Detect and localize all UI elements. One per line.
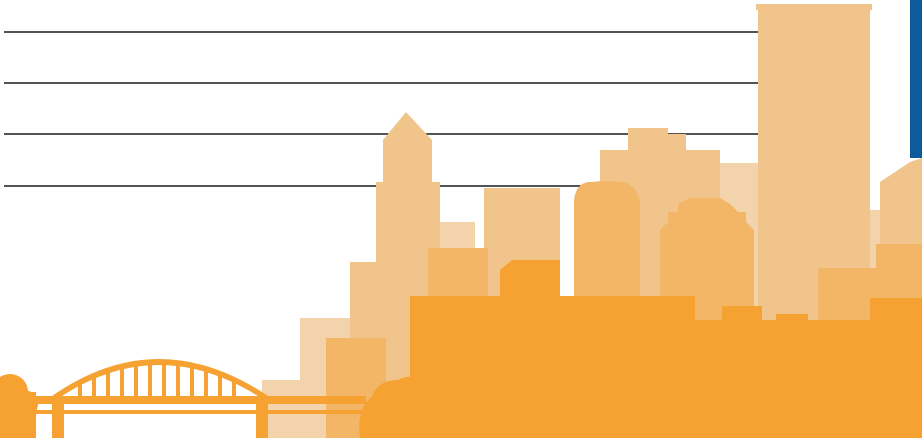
front-tree-cluster <box>359 376 428 438</box>
bridge-pier <box>256 396 268 438</box>
bridge-hangers <box>78 361 236 398</box>
front-building <box>870 298 922 438</box>
blue-edge-accent <box>910 0 922 158</box>
front-building <box>480 296 580 438</box>
front-building <box>575 296 695 438</box>
bridge-rail <box>36 410 366 414</box>
arch-bridge <box>0 359 366 438</box>
bridge-pier <box>52 396 64 438</box>
front-building <box>500 260 560 296</box>
tree-clump-base <box>0 392 36 438</box>
bridge-deck <box>36 396 366 404</box>
front-building <box>695 320 875 438</box>
bridge-arch <box>52 359 268 396</box>
front-buildings <box>359 260 922 438</box>
front-building <box>722 306 762 326</box>
tall-tower-cap <box>756 4 872 10</box>
pale-building <box>262 380 312 438</box>
front-building <box>776 314 808 326</box>
